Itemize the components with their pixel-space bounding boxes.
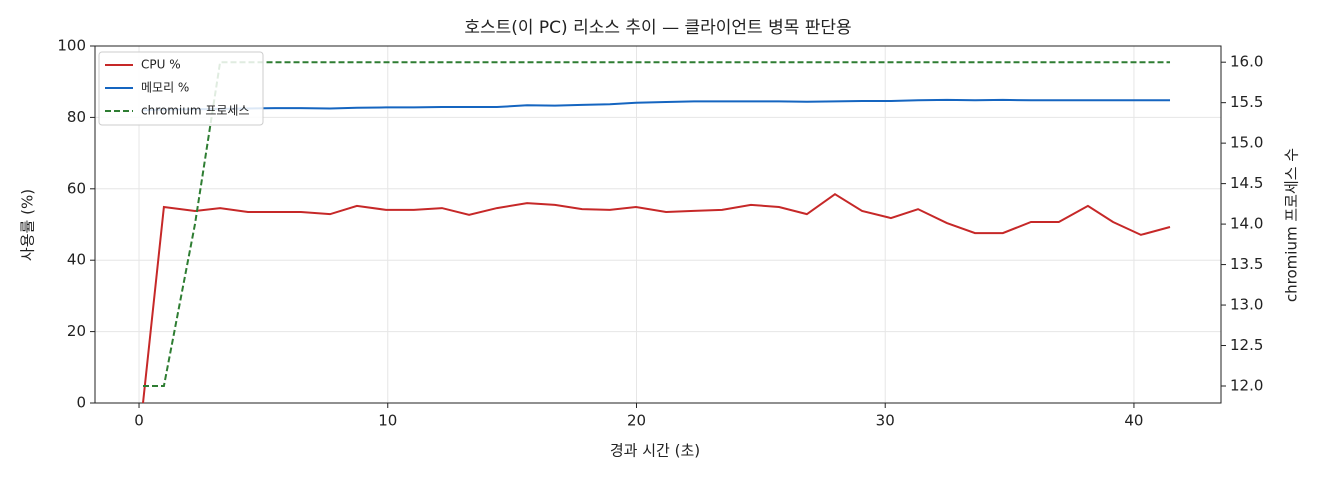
x-tick-label: 30 xyxy=(876,412,895,430)
x-tick-label: 0 xyxy=(134,412,144,430)
plot-frame xyxy=(94,45,1222,404)
y2-tick-label: 15.5 xyxy=(1230,93,1263,111)
legend-label: CPU % xyxy=(141,58,181,72)
chart-title: 호스트(이 PC) 리소스 추이 — 클라이언트 병목 판단용 xyxy=(464,18,851,38)
y2-tick-label: 16.0 xyxy=(1230,53,1263,71)
x-axis-label: 경과 시간 (초) xyxy=(610,442,700,460)
y2-tick-label: 15.0 xyxy=(1230,134,1263,152)
x-tick-label: 20 xyxy=(627,412,646,430)
y-tick-label: 0 xyxy=(76,394,86,412)
y-tick-label: 60 xyxy=(67,179,86,197)
legend-label: 메모리 % xyxy=(141,81,189,95)
y2-axis-label: chromium 프로세스 수 xyxy=(1283,148,1301,302)
y2-tick-label: 14.5 xyxy=(1230,174,1263,192)
x-tick-label: 40 xyxy=(1124,412,1143,430)
y-tick-label: 40 xyxy=(67,251,86,269)
series-line xyxy=(142,192,1171,404)
y2-tick-label: 12.5 xyxy=(1230,336,1263,354)
y-tick-label: 20 xyxy=(67,322,86,340)
series-line xyxy=(142,98,1171,112)
series-line xyxy=(143,61,1171,387)
x-tick-label: 10 xyxy=(378,412,397,430)
legend-label: chromium 프로세스 xyxy=(141,104,250,118)
y2-tick-label: 13.5 xyxy=(1230,255,1263,273)
y-tick-label: 100 xyxy=(57,37,86,55)
legend-box xyxy=(98,51,264,126)
y-tick-label: 80 xyxy=(67,108,86,126)
y2-tick-label: 13.0 xyxy=(1230,296,1263,314)
y2-tick-label: 14.0 xyxy=(1230,215,1263,233)
y-axis-label: 사용률 (%) xyxy=(19,189,37,261)
y2-tick-label: 12.0 xyxy=(1230,377,1263,395)
